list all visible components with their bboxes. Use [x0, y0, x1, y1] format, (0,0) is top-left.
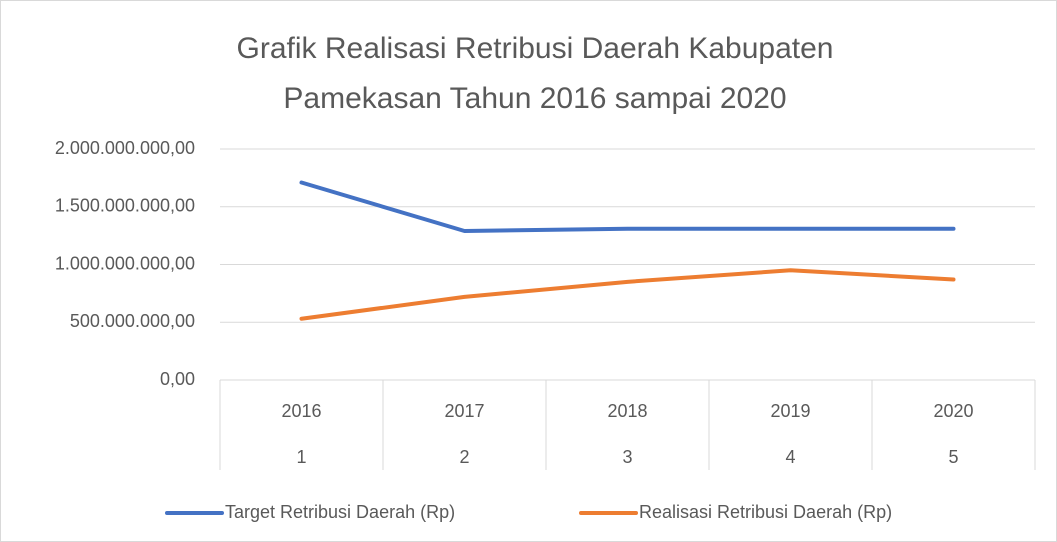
x-tick-label: 2018 — [607, 401, 647, 421]
x-tick-label: 2017 — [444, 401, 484, 421]
x-tick-label-level2: 3 — [622, 447, 632, 467]
x-tick-label: 2020 — [933, 401, 973, 421]
x-tick-label: 2019 — [770, 401, 810, 421]
x-tick-label-level2: 5 — [948, 447, 958, 467]
y-tick-label: 0,00 — [160, 369, 195, 389]
x-tick-label-level2: 4 — [785, 447, 795, 467]
y-tick-label: 500.000.000,00 — [70, 311, 195, 331]
y-tick-label: 1.500.000.000,00 — [55, 196, 195, 216]
y-tick-label: 2.000.000.000,00 — [55, 138, 195, 158]
y-tick-label: 1.000.000.000,00 — [55, 253, 195, 273]
legend-label: Realisasi Retribusi Daerah (Rp) — [639, 502, 892, 522]
x-tick-label: 2016 — [281, 401, 321, 421]
x-tick-label-level2: 1 — [296, 447, 306, 467]
chart-title: Pamekasan Tahun 2016 sampai 2020 — [283, 82, 786, 115]
legend-label: Target Retribusi Daerah (Rp) — [225, 502, 455, 522]
series-line — [299, 268, 956, 321]
chart-title: Grafik Realisasi Retribusi Daerah Kabupa… — [237, 32, 834, 65]
series-line — [299, 180, 956, 234]
x-tick-label-level2: 2 — [459, 447, 469, 467]
